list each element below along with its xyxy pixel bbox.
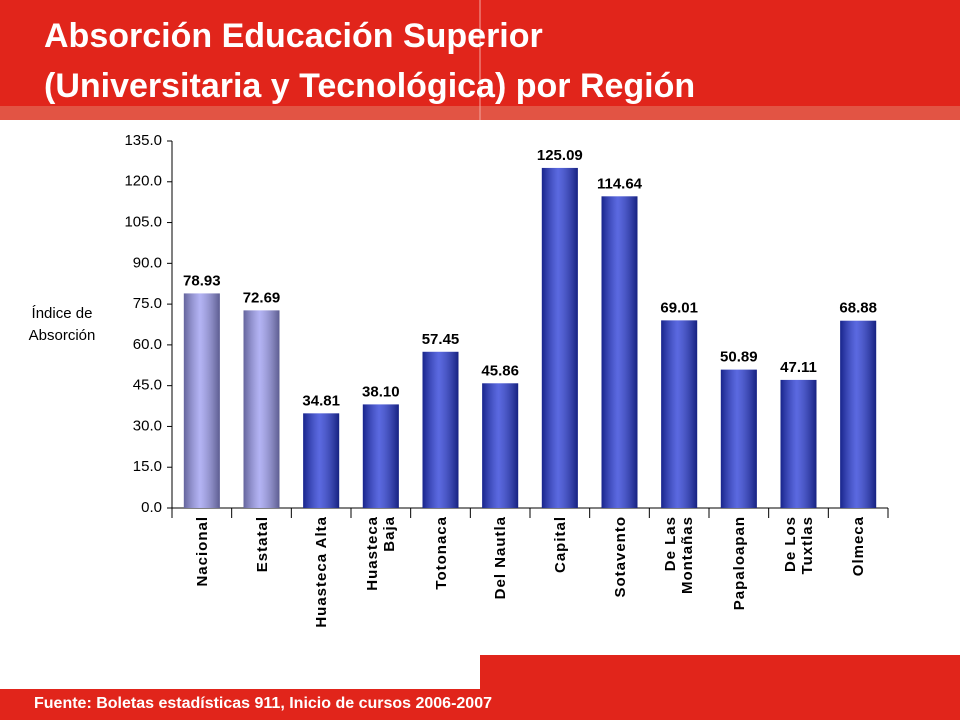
bar-shade: [303, 413, 340, 508]
y-tick-label: 75.0: [133, 295, 162, 312]
footer-block: [480, 655, 960, 689]
x-tick-label: Totonaca: [432, 516, 449, 590]
bar-shade: [601, 196, 638, 508]
x-tick-label: Del Nautla: [491, 516, 509, 600]
bar-shade: [661, 320, 698, 508]
x-tick-label: De Los Tuxtlas: [781, 516, 816, 575]
x-tick-label: Estatal: [253, 516, 270, 573]
bar-shade: [362, 404, 399, 508]
x-tick-label: Olmeca: [849, 516, 867, 577]
y-tick-label: 120.0: [124, 173, 162, 190]
y-tick-label: 0.0: [141, 499, 162, 516]
value-label: 57.45: [422, 331, 460, 348]
bar-shade: [422, 351, 459, 508]
y-tick-label: 105.0: [124, 214, 162, 231]
x-tick-label: De Las Montañas: [662, 516, 697, 595]
value-label: 78.93: [183, 272, 221, 289]
value-label: 50.89: [720, 349, 758, 366]
x-tick-label: Capital: [551, 516, 569, 574]
value-label: 114.64: [597, 175, 643, 192]
value-label: 38.10: [362, 383, 400, 400]
value-label: 45.86: [481, 362, 519, 379]
chart-title: Absorción Educación Superior: [44, 17, 543, 55]
value-label: 34.81: [302, 392, 340, 409]
bar-shade: [720, 369, 757, 508]
y-axis-label: Índice de: [32, 305, 93, 322]
bar-shade: [780, 379, 817, 508]
y-tick-label: 30.0: [133, 417, 162, 434]
value-label: 125.09: [537, 147, 583, 164]
value-label: 69.01: [660, 299, 698, 316]
y-tick-label: 90.0: [133, 254, 162, 271]
bar-shade: [183, 293, 220, 508]
footer-band: [0, 689, 960, 720]
bar-shade: [482, 383, 519, 508]
x-tick-label: Huasteca Baja: [363, 516, 398, 591]
value-label: 47.11: [780, 359, 817, 376]
x-tick-label: Nacional: [193, 516, 211, 587]
bar-shade: [840, 320, 877, 508]
value-label: 72.69: [243, 289, 281, 306]
y-tick-label: 60.0: [133, 336, 162, 353]
source-note: Fuente: Boletas estadísticas 911, Inicio…: [34, 695, 492, 712]
bar-shade: [243, 310, 280, 508]
y-axis-label: Absorción: [29, 327, 96, 344]
x-tick-label: Papaloapan: [730, 516, 748, 611]
x-tick-label: Sotavento: [611, 516, 628, 598]
chart-title: (Universitaria y Tecnológica) por Región: [44, 67, 695, 105]
y-tick-label: 15.0: [133, 458, 162, 475]
x-tick-label: Huasteca Alta: [312, 516, 330, 628]
y-tick-label: 45.0: [133, 377, 162, 394]
bar-shade: [541, 167, 578, 508]
value-label: 68.88: [839, 300, 877, 317]
y-tick-label: 135.0: [124, 132, 162, 149]
